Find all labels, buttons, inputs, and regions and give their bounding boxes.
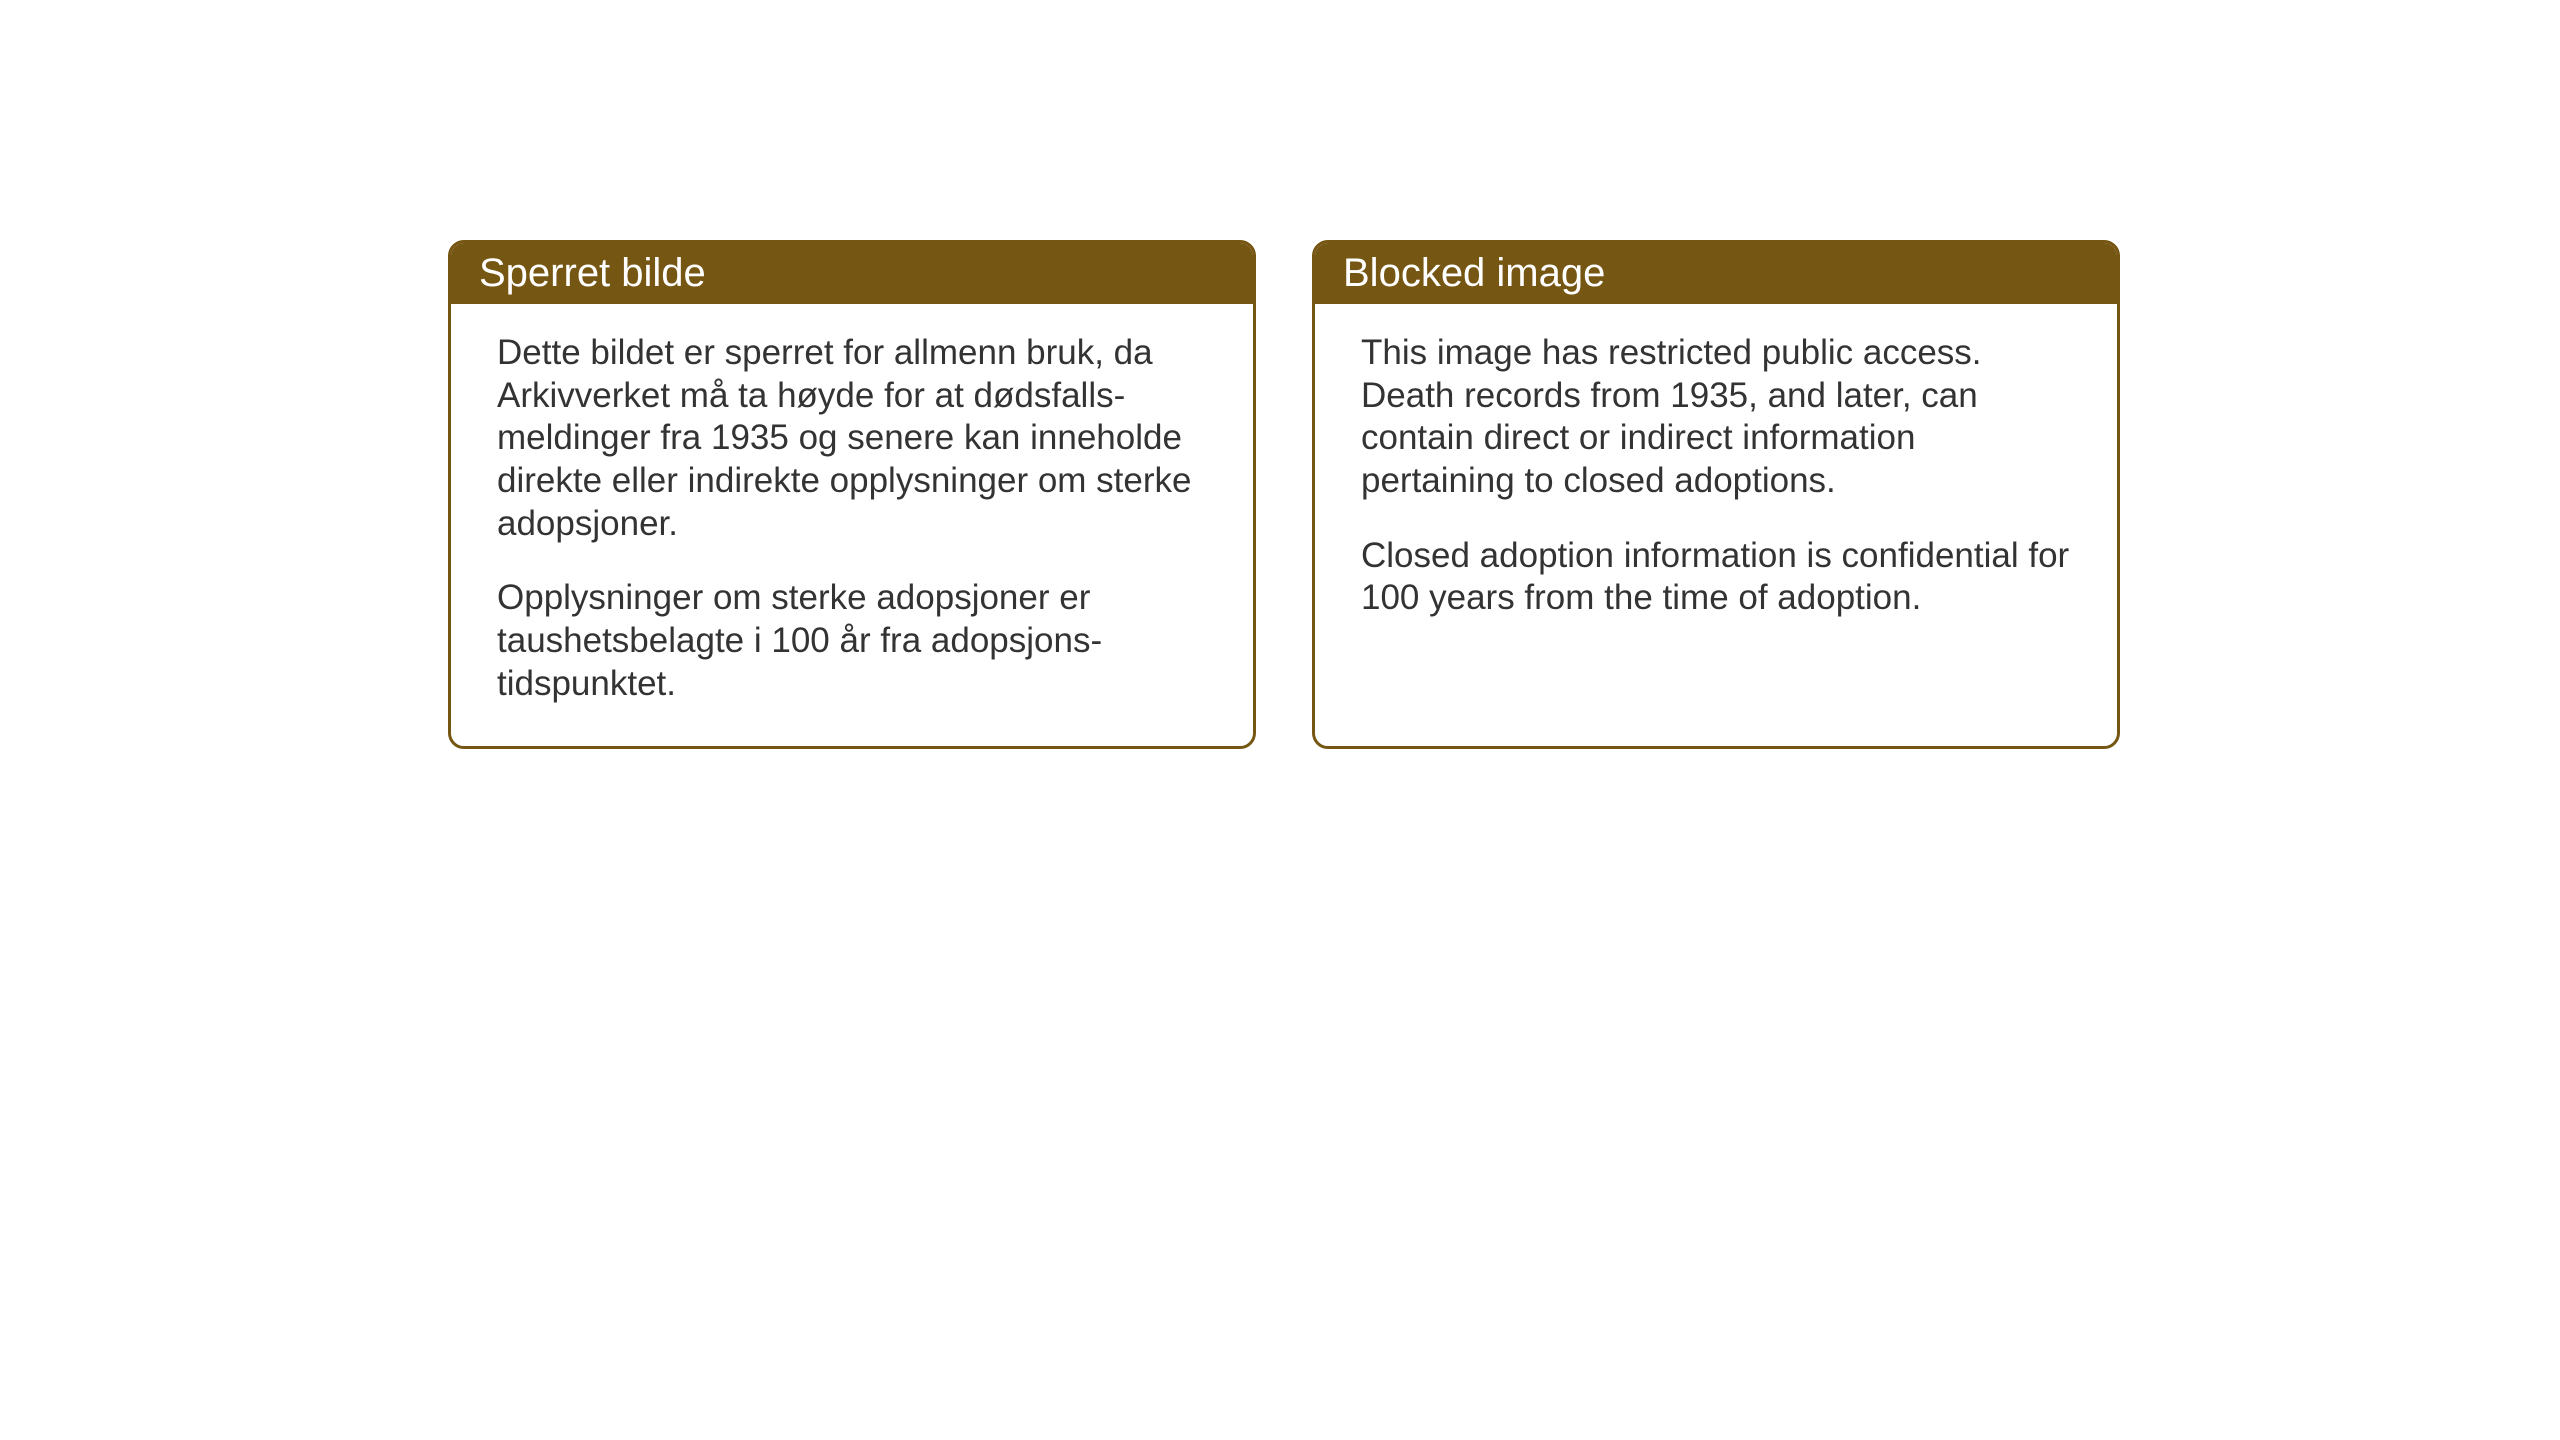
norwegian-card-title: Sperret bilde	[479, 251, 706, 295]
english-paragraph-2: Closed adoption information is confident…	[1361, 535, 2071, 620]
english-card-body: This image has restricted public access.…	[1315, 304, 2117, 660]
norwegian-card-body: Dette bildet er sperret for allmenn bruk…	[451, 304, 1253, 746]
norwegian-card-header: Sperret bilde	[451, 243, 1253, 304]
norwegian-card: Sperret bilde Dette bildet er sperret fo…	[448, 240, 1256, 749]
norwegian-paragraph-1: Dette bildet er sperret for allmenn bruk…	[497, 332, 1207, 545]
norwegian-paragraph-2: Opplysninger om sterke adopsjoner er tau…	[497, 577, 1207, 705]
english-paragraph-1: This image has restricted public access.…	[1361, 332, 2071, 503]
english-card-title: Blocked image	[1343, 251, 1605, 295]
cards-container: Sperret bilde Dette bildet er sperret fo…	[448, 240, 2120, 749]
english-card: Blocked image This image has restricted …	[1312, 240, 2120, 749]
english-card-header: Blocked image	[1315, 243, 2117, 304]
